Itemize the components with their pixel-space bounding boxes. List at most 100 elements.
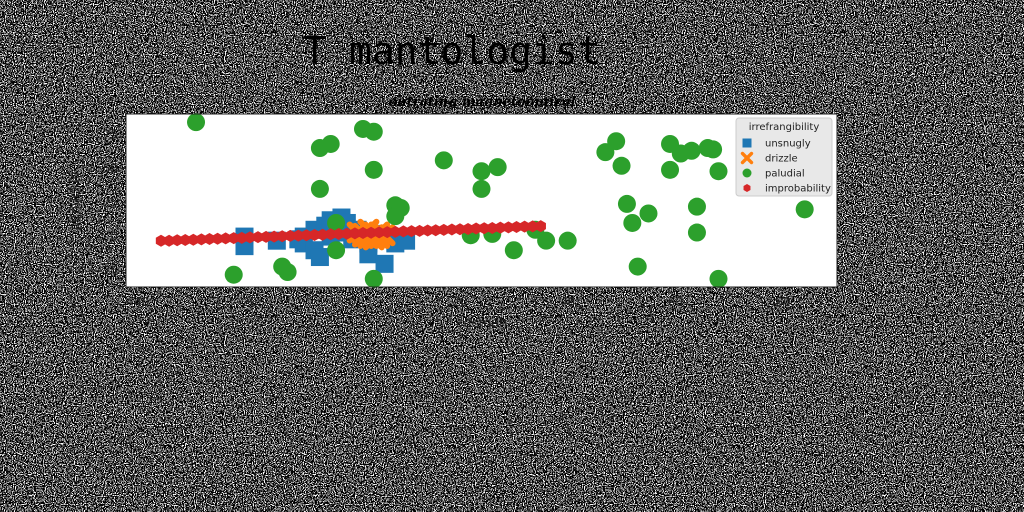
data-point-improbability: [390, 225, 401, 238]
x-tick-label: −20: [232, 295, 257, 309]
series-improbability: [155, 220, 546, 247]
y-tick-label: −25: [93, 264, 118, 278]
data-point-paludial: [391, 198, 410, 217]
data-point-improbability: [519, 220, 530, 233]
data-point-improbability: [163, 234, 175, 247]
data-point-paludial: [558, 231, 577, 250]
data-point-improbability: [357, 227, 369, 240]
legend-label-improbability: improbability: [765, 184, 831, 195]
data-point-paludial: [687, 197, 706, 216]
x-axis-label: socman: [457, 316, 508, 331]
data-point-paludial: [310, 179, 329, 198]
x-tick-label: −40: [124, 295, 149, 309]
x-tick-label: 0: [348, 295, 356, 309]
y-tick-label: 0: [110, 230, 118, 244]
legend-title: irrefrangibility: [749, 122, 820, 133]
legend-marker-unsnugly: [742, 138, 752, 148]
data-point-paludial: [607, 132, 626, 151]
data-point-paludial: [364, 160, 383, 179]
data-point-paludial: [321, 134, 340, 153]
data-point-improbability: [422, 224, 433, 237]
data-point-improbability: [495, 221, 506, 234]
legend-marker-improbability: [743, 184, 751, 192]
data-point-paludial: [795, 200, 814, 219]
data-point-improbability: [204, 233, 215, 246]
data-point-paludial: [537, 231, 556, 250]
data-point-improbability: [236, 231, 247, 244]
legend-marker-drizzle: [740, 151, 754, 165]
data-point-improbability: [479, 222, 490, 235]
data-point-paludial: [617, 194, 636, 213]
data-point-improbability: [293, 229, 304, 242]
plot-frame: [125, 113, 838, 288]
data-point-improbability: [277, 230, 288, 243]
data-point-improbability: [341, 227, 353, 240]
data-point-improbability: [317, 228, 328, 241]
data-point-improbability: [220, 232, 231, 245]
legend-label-paludial: paludial: [765, 169, 805, 180]
data-point-improbability: [438, 223, 449, 236]
data-point-improbability: [268, 230, 280, 243]
data-point-paludial: [682, 141, 701, 160]
data-point-paludial: [472, 179, 491, 198]
data-point-improbability: [309, 228, 320, 241]
data-point-improbability: [228, 232, 239, 245]
data-point-paludial: [709, 269, 728, 288]
y-axis: −25 0 25 50 75: [93, 127, 126, 278]
series-paludial: [187, 113, 814, 288]
data-point-improbability: [171, 234, 183, 247]
data-point-improbability: [430, 224, 441, 237]
data-point-improbability: [382, 226, 393, 239]
data-point-improbability: [260, 230, 272, 243]
plot-area: [126, 114, 837, 287]
data-point-improbability: [373, 226, 385, 239]
data-point-paludial: [661, 160, 680, 179]
x-axis: −40 −20 0 20 40 60 80: [124, 287, 791, 309]
data-point-paludial: [628, 257, 647, 276]
data-point-improbability: [155, 234, 167, 247]
data-point-improbability: [285, 229, 296, 242]
data-point-paludial: [623, 213, 642, 232]
data-point-improbability: [398, 225, 409, 238]
data-point-paludial: [504, 241, 523, 260]
data-point-paludial: [687, 223, 706, 242]
data-point-paludial: [709, 162, 728, 181]
data-point-paludial: [472, 162, 491, 181]
chart-subtitle: outrating magnetooptical: [388, 95, 575, 110]
data-point-paludial: [612, 156, 631, 175]
data-point-improbability: [454, 223, 466, 236]
data-point-paludial: [639, 204, 658, 223]
data-point-improbability: [301, 229, 312, 242]
y-axis-label: penuckle: [68, 171, 83, 230]
y-tick-label: 25: [103, 196, 118, 210]
data-point-paludial: [327, 213, 346, 232]
data-point-improbability: [535, 220, 546, 233]
y-tick-label: 50: [103, 161, 118, 175]
data-point-improbability: [446, 223, 458, 236]
legend-marker-paludial: [742, 168, 752, 178]
data-point-improbability: [414, 224, 425, 237]
data-point-paludial: [364, 122, 383, 141]
data-point-improbability: [196, 233, 207, 246]
y-tick-label: 75: [103, 127, 118, 141]
data-point-paludial: [488, 158, 507, 177]
data-point-improbability: [503, 221, 514, 234]
data-point-paludial: [278, 263, 297, 282]
legend-label-drizzle: drizzle: [765, 154, 798, 165]
data-point-unsnugly: [375, 254, 394, 273]
data-point-improbability: [487, 222, 498, 235]
data-point-improbability: [244, 231, 256, 244]
data-point-paludial: [434, 151, 453, 170]
data-point-unsnugly: [359, 245, 378, 264]
data-point-improbability: [462, 222, 474, 235]
x-tick-label: 80: [775, 295, 790, 309]
data-point-paludial: [224, 265, 243, 284]
data-point-paludial: [704, 140, 723, 159]
data-point-improbability: [180, 234, 191, 246]
data-point-improbability: [527, 220, 538, 233]
data-point-improbability: [511, 221, 522, 234]
data-marks: [155, 113, 814, 288]
x-tick-label: 20: [452, 295, 467, 309]
